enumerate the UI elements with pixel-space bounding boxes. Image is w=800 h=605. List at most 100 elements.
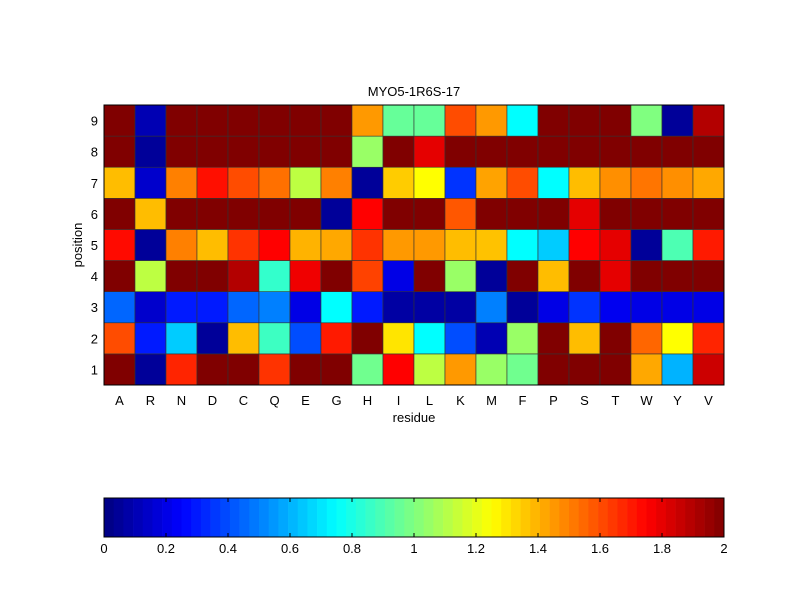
heatmap-cell [134, 260, 167, 292]
heatmap-cell [351, 166, 384, 199]
heatmap-cell [661, 198, 694, 230]
heatmap-cell [692, 198, 725, 230]
colorbar-segment [162, 498, 173, 537]
x-tick-label: R [146, 393, 155, 408]
heatmap-cell [382, 135, 415, 168]
heatmap-cell [506, 104, 539, 137]
colorbar-segment [239, 498, 250, 537]
heatmap-cell [165, 353, 198, 386]
heatmap-cell [475, 291, 508, 324]
heatmap-cell [692, 104, 725, 137]
colorbar-segment [578, 498, 589, 537]
heatmap-cell [227, 291, 260, 324]
heatmap-cell [506, 198, 539, 230]
colorbar-segment [452, 498, 463, 537]
colorbar-segment [365, 498, 376, 537]
heatmap-cell [506, 229, 539, 261]
heatmap-cell [320, 229, 353, 261]
colorbar-segment [104, 498, 114, 537]
heatmap-cell [630, 135, 663, 168]
heatmap-cell [444, 198, 477, 230]
heatmap-cell [630, 353, 663, 386]
heatmap-cell [227, 322, 260, 355]
colorbar-segment [133, 498, 144, 537]
x-tick-label: E [301, 393, 310, 408]
heatmap-cell [196, 260, 229, 292]
heatmap-cell [103, 135, 136, 168]
heatmap-cell [196, 104, 229, 137]
heatmap-cell [165, 291, 198, 324]
heatmap-cell [444, 353, 477, 386]
y-tick-label: 7 [91, 176, 98, 191]
x-tick-label: A [115, 393, 124, 408]
colorbar-segment [646, 498, 657, 537]
y-tick-label: 5 [91, 238, 98, 253]
heatmap-cell [165, 135, 198, 168]
colorbar-segment [588, 498, 599, 537]
heatmap-cell [599, 260, 632, 292]
heatmap-cell [258, 291, 291, 324]
heatmap-cell [196, 198, 229, 230]
heatmap-cell [196, 291, 229, 324]
heatmap-cell [382, 104, 415, 137]
heatmap-cell [165, 104, 198, 137]
heatmap-cell [289, 135, 322, 168]
colorbar-segment [326, 498, 337, 537]
heatmap-cell [289, 166, 322, 199]
heatmap-cell [537, 322, 570, 355]
heatmap-cell [444, 104, 477, 137]
x-tick-label: P [549, 393, 558, 408]
heatmap-cell [599, 135, 632, 168]
heatmap-cell [258, 260, 291, 292]
heatmap-cell [599, 229, 632, 261]
heatmap-cell [258, 135, 291, 168]
colorbar-segment [520, 498, 531, 537]
heatmap-cell [506, 135, 539, 168]
colorbar-segment [414, 498, 424, 537]
chart-title: MYO5-1R6S-17 [368, 84, 460, 99]
colorbar-segment [346, 498, 357, 537]
heatmap-cell [475, 353, 508, 386]
heatmap-cell [165, 198, 198, 230]
colorbar-segment [598, 498, 609, 537]
heatmap-cell [568, 135, 601, 168]
colorbar-segment [181, 498, 192, 537]
heatmap-cell [320, 166, 353, 199]
heatmap-cell [537, 353, 570, 386]
heatmap-cell [599, 291, 632, 324]
heatmap-cell [475, 260, 508, 292]
colorbar-segment [530, 498, 541, 537]
heatmap-cell [444, 260, 477, 292]
heatmap-cell [413, 260, 446, 292]
heatmap-cell [258, 198, 291, 230]
heatmap-cell [568, 198, 601, 230]
heatmap-cell [413, 229, 446, 261]
y-tick-label: 4 [91, 269, 98, 284]
heatmap-cell [692, 353, 725, 386]
colorbar-tick-label: 0.6 [281, 541, 299, 556]
colorbar-segment [375, 498, 386, 537]
colorbar-segment [549, 498, 560, 537]
heatmap-cell [103, 260, 136, 292]
heatmap-cell [630, 291, 663, 324]
heatmap-cell [444, 322, 477, 355]
heatmap-cell [227, 166, 260, 199]
colorbar-segment [539, 498, 550, 537]
heatmap-cell [475, 198, 508, 230]
heatmap-cell [289, 229, 322, 261]
heatmap-cell [196, 135, 229, 168]
colorbar-segment [355, 498, 366, 537]
heatmap-cell [630, 166, 663, 199]
y-tick-label: 2 [91, 331, 98, 346]
heatmap-cell [320, 135, 353, 168]
y-tick-label: 3 [91, 300, 98, 315]
heatmap-cell [227, 353, 260, 386]
heatmap-cell [506, 291, 539, 324]
x-axis-label: residue [393, 410, 436, 425]
colorbar-tick-label: 0.4 [219, 541, 237, 556]
colorbar-segment [317, 498, 328, 537]
plot-frame [103, 104, 725, 386]
heatmap-cell [599, 198, 632, 230]
heatmap-cell [351, 291, 384, 324]
